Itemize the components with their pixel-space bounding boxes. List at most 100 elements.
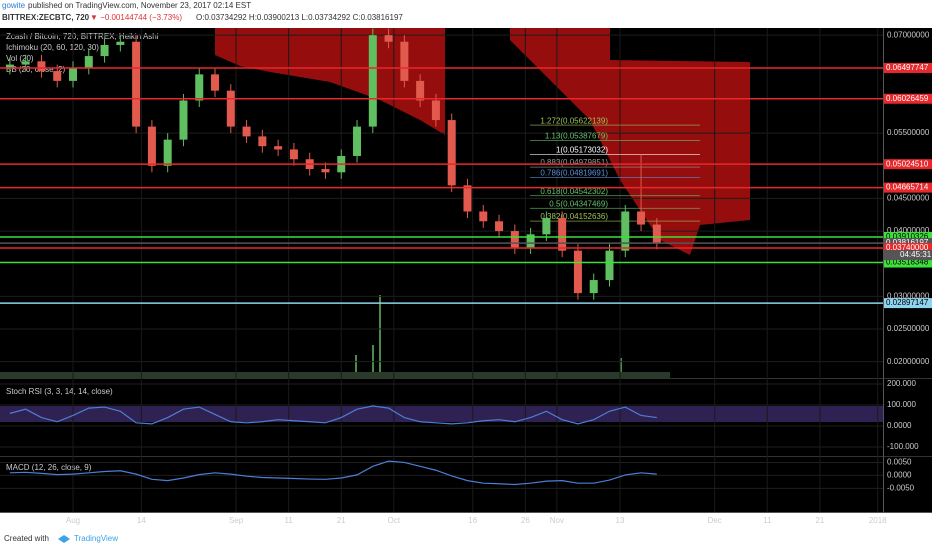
y-tick-label: -100.000 bbox=[887, 442, 919, 451]
x-tick-label: 14 bbox=[137, 516, 146, 525]
candle-body bbox=[526, 234, 535, 248]
legend-item: Ichimoku (20, 60, 120, 30) bbox=[6, 43, 99, 52]
volume-bar bbox=[620, 358, 622, 378]
indicator-line bbox=[9, 405, 657, 425]
level-label: 0.05024510 bbox=[886, 159, 929, 168]
x-tick-label: 13 bbox=[616, 516, 625, 525]
x-tick-label: Dec bbox=[708, 516, 722, 525]
candle-body bbox=[479, 211, 488, 222]
x-tick-label: 11 bbox=[763, 516, 772, 525]
candle-body bbox=[69, 67, 78, 81]
x-tick-label: 21 bbox=[337, 516, 346, 525]
candle-body bbox=[510, 231, 519, 248]
candle-body bbox=[53, 71, 62, 81]
candle-body bbox=[116, 41, 125, 45]
candle-body bbox=[573, 250, 582, 294]
brand[interactable]: TradingView bbox=[74, 534, 118, 543]
candle-body bbox=[5, 64, 14, 68]
candle-body bbox=[542, 218, 551, 235]
candle-body bbox=[132, 41, 141, 127]
level-label: 0.03518348 bbox=[886, 258, 929, 267]
fib-label: 1.272(0.05622139) bbox=[540, 116, 608, 125]
volume-bar bbox=[379, 295, 381, 378]
candle-body bbox=[321, 169, 330, 173]
chart-bg bbox=[0, 28, 932, 512]
footer: Created with bbox=[4, 534, 49, 543]
footer-bg bbox=[0, 530, 932, 550]
level-label: 0.02897147 bbox=[886, 298, 929, 307]
candle-body bbox=[400, 41, 409, 81]
symbol: BITTREX:ZECBTC, 720 bbox=[2, 13, 90, 22]
y-tick-label: 200.000 bbox=[887, 379, 916, 388]
candle-body bbox=[258, 136, 267, 147]
cloud bbox=[215, 28, 445, 135]
legend-item: BB (20, close, 2) bbox=[6, 65, 65, 74]
candle-body bbox=[37, 61, 46, 72]
y-tick-label: 0.02500000 bbox=[887, 324, 930, 333]
candle-body bbox=[84, 56, 93, 68]
ohlc: O:0.03734292 H:0.03900213 L:0.03734292 C… bbox=[196, 13, 403, 22]
volume-bar bbox=[355, 355, 357, 378]
candle-body bbox=[589, 280, 598, 294]
countdown: 04:45:31 bbox=[900, 250, 932, 259]
level-box bbox=[884, 93, 932, 104]
y-tick-label: 100.000 bbox=[887, 400, 916, 409]
legend: Zcash / Bitcoin, 720, BITTREX, Heikin As… bbox=[6, 32, 159, 74]
x-tick-label: 16 bbox=[468, 516, 477, 525]
indicator-line bbox=[9, 460, 657, 486]
candle-body bbox=[179, 100, 188, 140]
fib-label: 0.883(0.04979851) bbox=[540, 158, 608, 167]
author[interactable]: gowite bbox=[2, 1, 26, 10]
candle-body bbox=[242, 126, 251, 137]
x-tick-label: Aug bbox=[66, 516, 80, 525]
x-tick-label: 2018 bbox=[869, 516, 887, 525]
change: ▼ −0.00144744 (−3.73%) bbox=[90, 13, 182, 22]
candle-body bbox=[431, 100, 440, 121]
x-tick-label: Sep bbox=[229, 516, 244, 525]
level-label: 0.03910326 bbox=[886, 232, 929, 241]
candle-body bbox=[621, 211, 630, 251]
fib-label: 1(0.05173032) bbox=[556, 146, 608, 155]
y-tick-label: 0.03000000 bbox=[887, 291, 930, 300]
countdown-box bbox=[884, 250, 932, 261]
x-tick-label: 11 bbox=[284, 516, 293, 525]
fib-label: 0.5(0.04347469) bbox=[549, 199, 608, 208]
level-box bbox=[884, 257, 932, 268]
candle-body bbox=[274, 146, 283, 150]
y-tick-label: 0.04000000 bbox=[887, 226, 930, 235]
candle-body bbox=[416, 80, 425, 101]
level-label: 0.06497747 bbox=[886, 63, 929, 72]
candle-body bbox=[558, 218, 567, 251]
candle-body bbox=[463, 185, 472, 212]
fib-label: 0.382(0.04152636) bbox=[540, 212, 608, 221]
candle-body bbox=[289, 149, 298, 160]
legend-item: Zcash / Bitcoin, 720, BITTREX, Heikin As… bbox=[6, 32, 159, 41]
y-tick-label: 0.04500000 bbox=[887, 194, 930, 203]
candle-body bbox=[652, 224, 661, 243]
candle-body bbox=[195, 74, 204, 101]
level-box bbox=[884, 298, 932, 309]
x-tick-label: 26 bbox=[521, 516, 530, 525]
legend-item: Vol (20) bbox=[6, 54, 34, 63]
header-bg bbox=[0, 0, 932, 28]
y-tick-label: 0.0050 bbox=[887, 458, 912, 467]
fib-label: 0.618(0.04542302) bbox=[540, 187, 608, 196]
level-label: 0.04665714 bbox=[886, 183, 929, 192]
candle-body bbox=[100, 44, 109, 57]
candle-body bbox=[447, 120, 456, 186]
logo bbox=[58, 535, 70, 543]
y-tick-label: 0.05500000 bbox=[887, 128, 930, 137]
candle-body bbox=[637, 211, 646, 225]
pane-title: Stoch RSI (3, 3, 14, 14, close) bbox=[6, 387, 113, 396]
level-label: 0.06026459 bbox=[886, 94, 929, 103]
level-box bbox=[884, 231, 932, 242]
candle-body bbox=[353, 126, 362, 156]
candle-body bbox=[226, 90, 235, 127]
level-box bbox=[884, 243, 932, 254]
fib-label: 1.13(0.05387679) bbox=[545, 132, 609, 141]
level-label: 0.03740000 bbox=[886, 243, 929, 252]
y-tick-label: 0.0000 bbox=[887, 471, 912, 480]
level-box bbox=[884, 182, 932, 193]
stoch-band bbox=[0, 406, 883, 422]
